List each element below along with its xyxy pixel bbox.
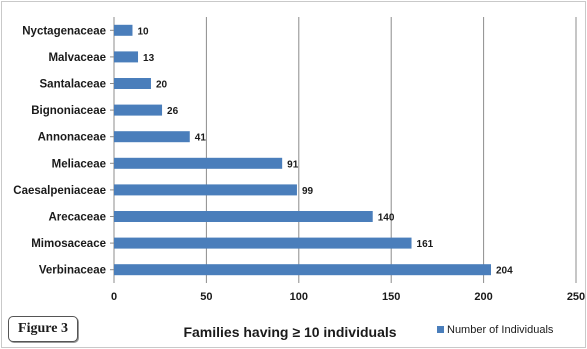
legend-label: Number of Individuals (447, 324, 554, 336)
category-label: Meliaceae (52, 158, 106, 170)
category-label: Annonaceae (38, 132, 106, 144)
data-label: 204 (496, 266, 513, 277)
data-label: 99 (302, 186, 314, 197)
data-label: 10 (137, 26, 149, 37)
data-label: 161 (417, 239, 434, 250)
bar (114, 184, 297, 196)
category-label: Bignoniaceae (31, 105, 106, 117)
data-label: 26 (167, 106, 179, 117)
x-axis-label: Families having ≥ 10 individuals (183, 324, 396, 340)
x-tick-label: 150 (382, 291, 400, 303)
bar (114, 237, 412, 249)
data-label: 20 (156, 80, 168, 91)
bar (114, 264, 491, 276)
bar (114, 157, 283, 169)
x-tick-label: 0 (111, 291, 117, 303)
category-label: Santalaceae (40, 79, 107, 91)
category-label: Caesalpeniaceae (13, 185, 106, 197)
bar (114, 78, 151, 89)
x-tick-label: 250 (567, 291, 585, 303)
x-tick-label: 200 (474, 291, 492, 303)
category-label: Mimosaceace (31, 238, 106, 250)
bar (114, 51, 139, 63)
bars: 10 13 20 26 41 91 99 140 161 204 (114, 24, 513, 277)
category-label: Malvaceae (48, 52, 106, 64)
data-label: 41 (195, 133, 207, 144)
data-label: 13 (143, 53, 155, 64)
category-label: Nyctagenaceae (22, 25, 106, 37)
bar (114, 24, 133, 36)
data-label: 91 (287, 159, 299, 170)
category-label: Verbinaceae (39, 265, 106, 277)
data-label: 140 (378, 213, 395, 224)
bar (114, 211, 373, 222)
legend-swatch (437, 326, 444, 333)
x-tick-label: 100 (290, 291, 308, 303)
bar (114, 104, 163, 116)
bar (114, 131, 190, 143)
figure-label: Figure 3 (8, 316, 78, 342)
category-labels: Nyctagenaceae Malvaceae Santalaceae Bignoni… (13, 25, 106, 276)
x-tick-label: 50 (200, 291, 212, 303)
category-label: Arecaceae (48, 212, 106, 224)
x-axis-ticks: 0 50 100 150 200 250 (111, 291, 585, 303)
